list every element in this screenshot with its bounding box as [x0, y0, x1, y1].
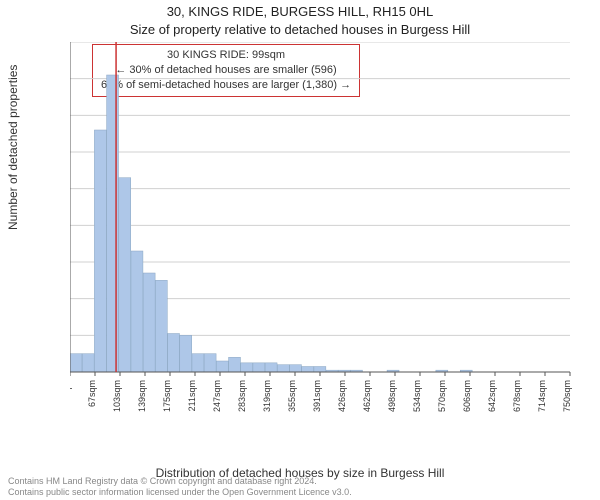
x-tick-label: 534sqm [412, 380, 422, 412]
histogram-bar [168, 334, 180, 373]
x-tick-label: 642sqm [487, 380, 497, 412]
histogram-bar [314, 367, 326, 373]
chart-svg: 010020030040050060070080090031sqm67sqm10… [70, 42, 580, 412]
histogram-bar [204, 354, 216, 372]
x-tick-label: 462sqm [362, 380, 372, 412]
histogram-bar [253, 363, 265, 372]
x-tick-label: 606sqm [462, 380, 472, 412]
histogram-bar [277, 365, 289, 372]
x-tick-label: 750sqm [562, 380, 572, 412]
chart-title-main: 30, KINGS RIDE, BURGESS HILL, RH15 0HL [0, 4, 600, 19]
histogram-bar [290, 365, 302, 372]
histogram-bar [94, 130, 106, 372]
x-tick-label: 426sqm [337, 380, 347, 412]
histogram-bar [155, 280, 167, 372]
histogram-bar [131, 251, 143, 372]
x-tick-label: 355sqm [287, 380, 297, 412]
y-axis-label: Number of detached properties [6, 65, 20, 230]
x-tick-label: 211sqm [187, 380, 197, 411]
x-tick-label: 570sqm [437, 380, 447, 412]
histogram-bar [70, 354, 82, 372]
x-tick-label: 247sqm [212, 380, 222, 412]
chart-title-sub: Size of property relative to detached ho… [0, 22, 600, 37]
histogram-bar [241, 363, 253, 372]
x-tick-label: 31sqm [70, 380, 72, 407]
x-tick-label: 103sqm [112, 380, 122, 412]
x-tick-label: 714sqm [537, 380, 547, 412]
x-tick-label: 175sqm [162, 380, 172, 412]
footer-line2: Contains public sector information licen… [8, 487, 352, 498]
histogram-bar [265, 363, 277, 372]
histogram-bar [192, 354, 204, 372]
x-tick-label: 139sqm [137, 380, 147, 412]
histogram-bar [216, 361, 228, 372]
histogram-bar [229, 357, 241, 372]
footer-line1: Contains HM Land Registry data © Crown c… [8, 476, 352, 487]
histogram-bar [302, 367, 314, 373]
footer-attribution: Contains HM Land Registry data © Crown c… [8, 476, 352, 498]
x-tick-label: 498sqm [387, 380, 397, 412]
x-tick-label: 283sqm [237, 380, 247, 412]
x-tick-label: 391sqm [312, 380, 322, 412]
histogram-bar [82, 354, 94, 372]
x-tick-label: 678sqm [512, 380, 522, 412]
histogram-bar [143, 273, 155, 372]
histogram-bar [119, 178, 131, 372]
x-tick-label: 67sqm [87, 380, 97, 407]
plot-area: 010020030040050060070080090031sqm67sqm10… [70, 42, 580, 412]
x-tick-label: 319sqm [262, 380, 272, 412]
histogram-bar [180, 335, 192, 372]
